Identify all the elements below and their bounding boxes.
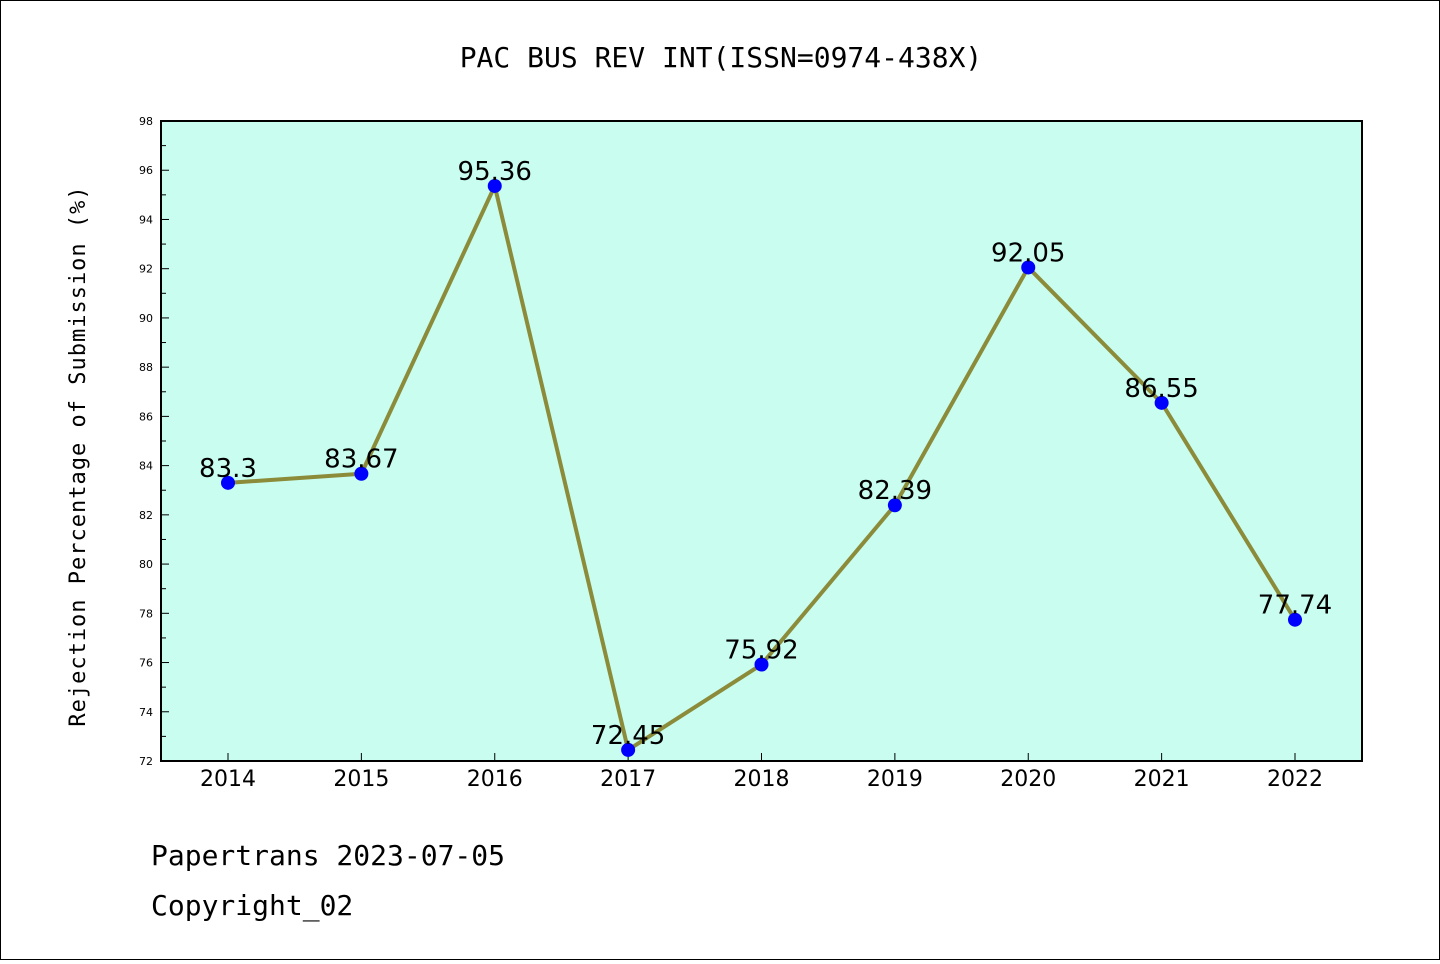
data-point (1288, 612, 1302, 627)
x-tick-label: 2021 (1134, 767, 1190, 792)
y-axis: 72 74 76 78 80 82 84 86 88 90 92 94 96 98 (139, 115, 169, 768)
y-tick-label: 92 (139, 263, 153, 276)
y-axis-label: Rejection Percentage of Submission (%) (66, 185, 91, 726)
x-tick-label: 2016 (467, 767, 523, 792)
data-point (487, 178, 502, 193)
y-tick-label: 80 (139, 558, 153, 571)
y-tick-label: 88 (139, 361, 153, 374)
data-label: 75.92 (724, 636, 798, 666)
y-tick-label: 78 (139, 607, 153, 620)
data-label: 95.36 (458, 157, 532, 187)
data-point (754, 657, 769, 672)
x-tick-label: 2019 (867, 767, 923, 792)
y-tick-label: 94 (139, 213, 153, 226)
y-tick-label: 74 (139, 706, 153, 719)
data-point (221, 475, 235, 490)
y-tick-label: 86 (139, 410, 153, 423)
data-point (1154, 395, 1169, 410)
data-label: 83.67 (324, 445, 398, 475)
data-label: 86.55 (1124, 374, 1198, 404)
x-tick-label: 2017 (600, 767, 656, 792)
data-label: 83.3 (199, 454, 257, 484)
footer-copyright: Copyright_02 (151, 889, 353, 923)
x-tick-label: 2014 (200, 767, 256, 792)
footer-source: Papertrans 2023-07-05 (151, 839, 505, 872)
data-labels: 83.3 83.67 95.36 72.45 75.92 82.39 92.05 86.55 7… (199, 157, 1332, 751)
plot-area (160, 120, 1363, 762)
y-tick-label: 98 (139, 115, 153, 128)
data-point (1021, 260, 1036, 275)
data-label: 77.74 (1258, 591, 1332, 621)
x-axis: 2014 2015 2016 2017 2018 2019 2020 2021 2022 (200, 753, 1323, 792)
x-tick-label: 2022 (1267, 767, 1323, 792)
data-markers (221, 178, 1302, 757)
y-tick-label: 76 (139, 657, 153, 670)
data-point (887, 498, 902, 513)
y-tick-label: 96 (139, 164, 153, 177)
y-tick-label: 84 (139, 460, 153, 473)
data-label: 72.45 (591, 721, 665, 751)
y-tick-label: 82 (139, 509, 153, 522)
x-tick-label: 2020 (1000, 767, 1056, 792)
data-label: 92.05 (991, 238, 1065, 268)
x-tick-label: 2018 (734, 767, 790, 792)
data-point (354, 466, 369, 481)
data-label: 82.39 (858, 476, 932, 506)
chart-title: PAC BUS REV INT(ISSN=0974-438X) (460, 41, 983, 74)
data-point (621, 742, 636, 757)
y-tick-label: 90 (139, 312, 153, 325)
y-tick-label: 72 (139, 755, 153, 768)
x-tick-label: 2015 (333, 767, 389, 792)
